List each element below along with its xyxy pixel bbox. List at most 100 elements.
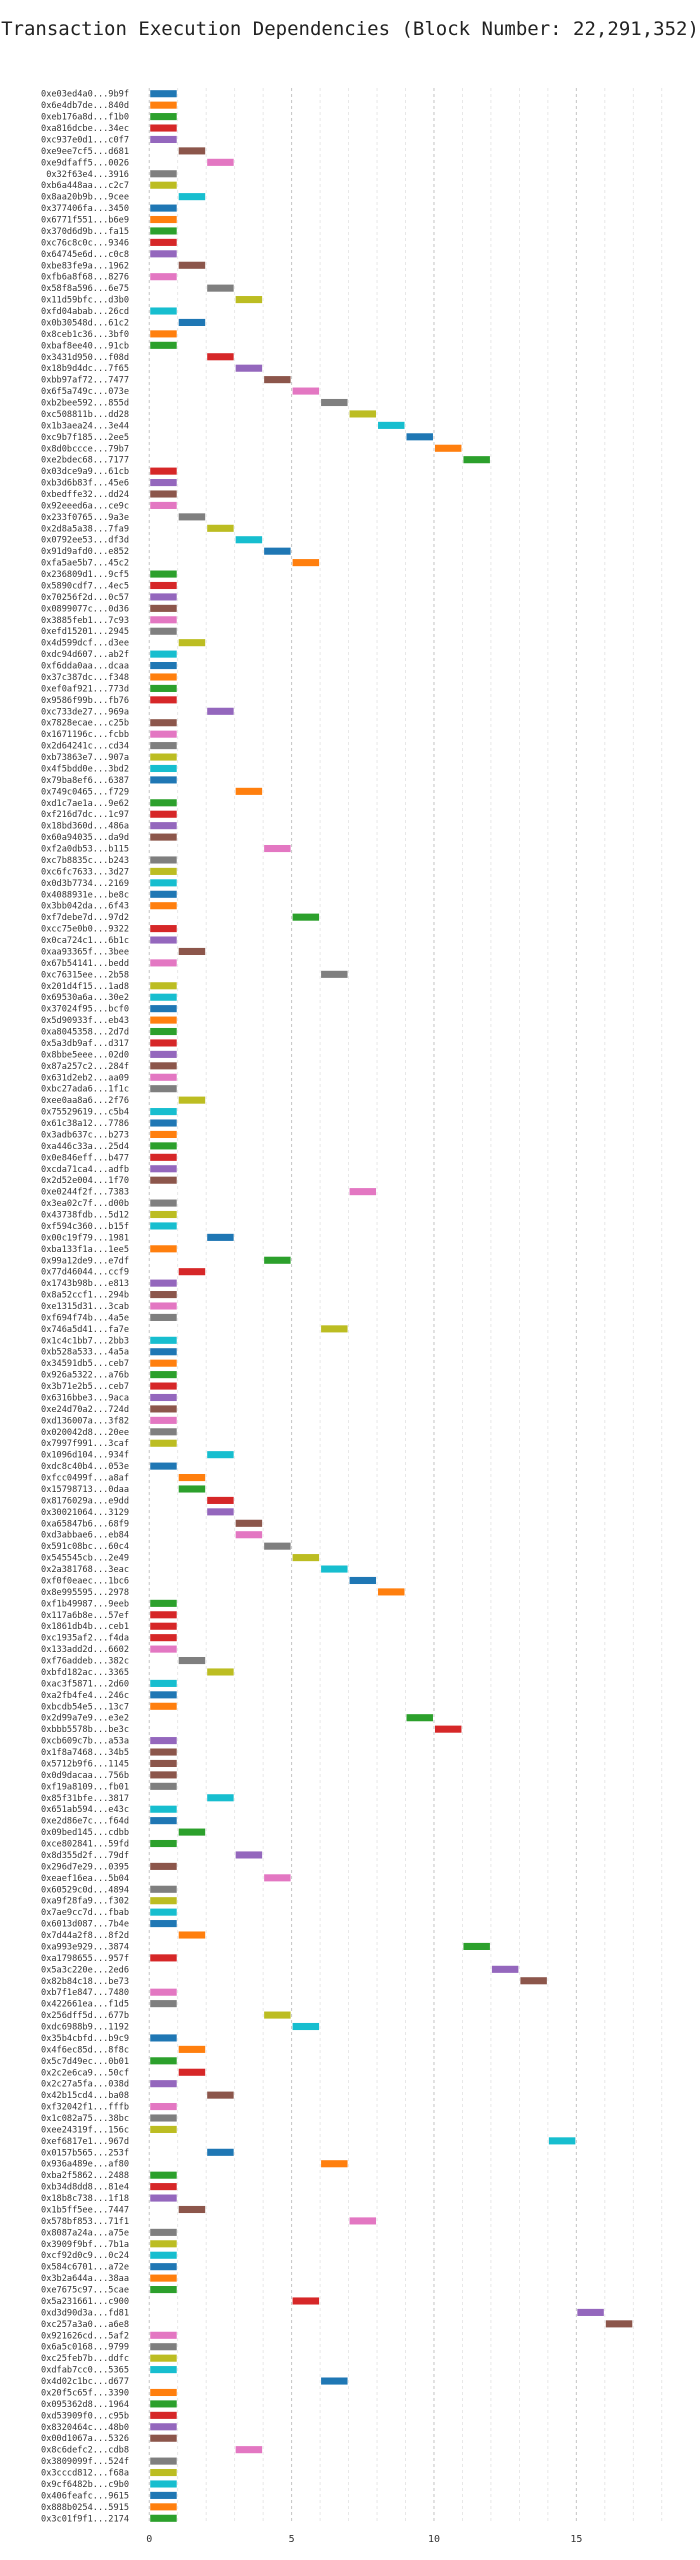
- y-tick-label: 0xbcdb54e5...13c7: [41, 1702, 129, 1712]
- y-tick-label: 0xe7675c97...5cae: [41, 2286, 129, 2296]
- transaction-bar: [150, 227, 177, 235]
- y-tick-label: 0xa816dcbe...34ec: [41, 124, 129, 134]
- y-tick-label: 0x2d64241c...cd34: [41, 742, 129, 752]
- transaction-bar: [150, 181, 177, 189]
- y-tick-label: 0xb3d6b83f...45e6: [41, 479, 129, 489]
- y-tick-label: 0x60529c0d...4894: [41, 1885, 129, 1895]
- transaction-bar: [150, 2263, 177, 2271]
- y-tick-label: 0x2c27a5fa...038d: [41, 2080, 129, 2090]
- transaction-bar: [150, 1920, 177, 1928]
- y-tick-label: 0x8ceb1c36...3bf0: [41, 330, 129, 340]
- transaction-bar: [292, 2022, 320, 2031]
- transaction-bar: [178, 2068, 206, 2076]
- transaction-bar: [150, 719, 177, 727]
- transaction-bar: [150, 2354, 177, 2362]
- chart-title: Transaction Execution Dependencies (Bloc…: [1, 18, 699, 40]
- y-tick-label: 0x9cf6482b...c9b0: [41, 2480, 129, 2490]
- transaction-bar: [150, 764, 177, 773]
- transaction-bar: [150, 1462, 177, 1470]
- y-tick-label: 0x03dce9a9...61cb: [41, 467, 129, 477]
- transaction-bar: [150, 2514, 177, 2522]
- y-tick-label: 0xf594c360...b15f: [41, 1222, 129, 1232]
- y-tick-label: 0x3b2a644a...38aa: [41, 2274, 129, 2284]
- y-tick-label: 0x3909f9bf...7b1a: [41, 2240, 129, 2250]
- y-tick-label: 0x8bbe5eee...02d0: [41, 1050, 129, 1060]
- transaction-bar: [150, 1210, 177, 1219]
- transaction-bar: [150, 776, 177, 784]
- transaction-bar: [434, 1725, 462, 1733]
- transaction-bar: [150, 307, 177, 315]
- transaction-bar: [150, 341, 177, 349]
- y-tick-label: 0xef6817e1...967d: [41, 2137, 129, 2147]
- transaction-bar: [150, 1348, 177, 1356]
- y-tick-label: 0x201d4f15...1ad8: [41, 982, 129, 992]
- transaction-bar: [150, 810, 177, 818]
- y-tick-label: 0xcda71ca4...adfb: [41, 1165, 129, 1175]
- y-tick-label: 0x749c0465...f729: [41, 787, 129, 797]
- x-tick-label: 10: [428, 2534, 440, 2545]
- y-tick-label: 0xd3d90d3a...fd81: [41, 2308, 129, 2318]
- y-tick-label: 0xe03ed4a0...9b9f: [41, 90, 129, 100]
- transaction-bar: [264, 547, 291, 555]
- y-tick-label: 0x0d9dacaa...756b: [41, 1771, 129, 1781]
- y-tick-label: 0xa8045358...2d7d: [41, 1028, 129, 1038]
- y-tick-label: 0x236809d1...9cf5: [41, 570, 129, 580]
- transaction-bar: [463, 1942, 490, 1950]
- y-tick-label: 0xfcc0499f...a8af: [41, 1474, 129, 1484]
- transaction-bar: [150, 2114, 177, 2122]
- transaction-bar: [150, 650, 177, 658]
- transaction-bar: [264, 1542, 291, 1550]
- transaction-bar: [150, 273, 177, 281]
- transaction-bar: [150, 993, 177, 1001]
- y-tick-label: 0x921626cd...5af2: [41, 2331, 129, 2341]
- transaction-bar: [150, 2343, 177, 2351]
- y-tick-label: 0xee24319f...156c: [41, 2125, 129, 2135]
- transaction-bar: [150, 1611, 177, 1619]
- transaction-bar: [178, 193, 206, 201]
- y-tick-label: 0x0899077c...0d36: [41, 604, 129, 614]
- transaction-bar: [235, 1851, 263, 1859]
- y-tick-label: 0xc25feb7b...ddfc: [41, 2354, 129, 2364]
- y-tick-label: 0xf2a0db53...b115: [41, 845, 129, 855]
- transaction-bar: [150, 1908, 177, 1916]
- transaction-bar: [150, 2057, 177, 2065]
- transaction-bar: [150, 799, 177, 807]
- y-tick-label: 0x4f6ec85d...8f8c: [41, 2045, 129, 2055]
- y-tick-label: 0x30021064...3129: [41, 1508, 129, 1518]
- y-tick-label: 0x58f8a596...6e75: [41, 284, 129, 294]
- y-tick-label: 0xba2f5862...2488: [41, 2171, 129, 2181]
- transaction-bar: [150, 1691, 177, 1699]
- transaction-bar: [150, 1302, 177, 1310]
- transaction-bar: [150, 936, 177, 944]
- y-tick-label: 0xa65847b6...68f9: [41, 1519, 129, 1529]
- y-tick-label: 0xc257a3a0...a6e8: [41, 2320, 129, 2330]
- y-tick-label: 0x8aa20b9b...9cee: [41, 193, 129, 203]
- y-tick-label: 0x92eeed6a...ce9c: [41, 501, 129, 511]
- transaction-bar: [150, 1645, 177, 1653]
- y-tick-label: 0x32f63e4...3916: [46, 170, 129, 180]
- transaction-bar: [150, 1634, 177, 1642]
- transaction-bar: [150, 742, 177, 750]
- transaction-bar: [321, 398, 348, 407]
- transaction-bar: [150, 833, 177, 841]
- y-tick-label: 0xf216d7dc...1c97: [41, 810, 129, 820]
- transaction-bar: [178, 1931, 206, 1939]
- transaction-bar: [150, 730, 177, 738]
- y-tick-label: 0xfd04abab...26cd: [41, 307, 129, 317]
- y-tick-label: 0xf32042f1...fffb: [41, 2103, 129, 2113]
- y-tick-label: 0xbfd182ac...3365: [41, 1668, 129, 1678]
- transaction-bar: [150, 1005, 177, 1013]
- y-tick-label: 0xba133f1a...1ee5: [41, 1245, 129, 1255]
- transaction-bar: [150, 570, 177, 578]
- transaction-bar: [150, 1405, 177, 1413]
- y-tick-label: 0x34591db5...ceb7: [41, 1359, 129, 1369]
- transaction-bar: [178, 1474, 206, 1482]
- transaction-bar: [150, 1782, 177, 1790]
- transaction-bar: [207, 1668, 234, 1676]
- y-tick-label: 0xc9b7f185...2ee5: [41, 433, 129, 443]
- y-tick-label: 0xfb6a8f68...8276: [41, 273, 129, 283]
- y-tick-label: 0xcf92d0c9...0c24: [41, 2251, 129, 2261]
- transaction-bar: [150, 1050, 177, 1058]
- transaction-bar: [150, 2423, 177, 2431]
